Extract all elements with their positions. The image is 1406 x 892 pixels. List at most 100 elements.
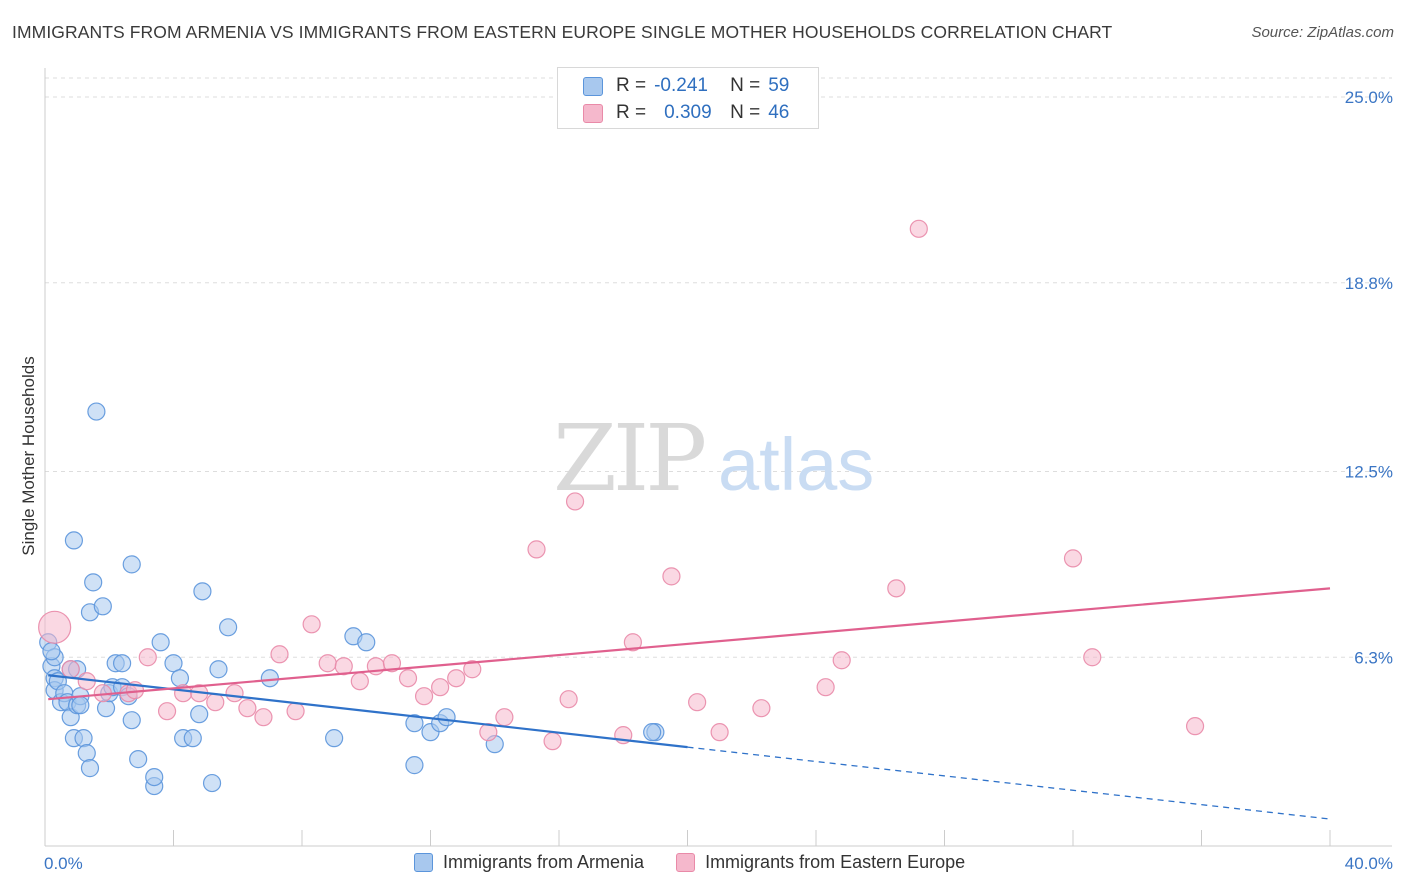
series-legend: Immigrants from Armenia Immigrants from …: [414, 852, 965, 873]
point-armenia: [122, 711, 141, 730]
legend-swatch-eastern-europe: [676, 853, 696, 872]
point-eastern-europe: [431, 678, 450, 697]
point-eastern-europe: [543, 732, 562, 751]
legend-swatch-armenia: [414, 853, 433, 872]
point-eastern-europe: [414, 687, 434, 706]
point-eastern-europe: [1063, 549, 1083, 568]
point-armenia: [129, 750, 148, 769]
point-armenia: [112, 654, 132, 673]
point-eastern-europe: [565, 492, 585, 511]
point-armenia: [151, 633, 170, 652]
point-armenia: [80, 759, 100, 778]
point-armenia: [325, 729, 344, 748]
point-eastern-europe: [832, 651, 851, 670]
point-eastern-europe: [318, 654, 337, 673]
point-eastern-europe: [495, 708, 514, 727]
point-armenia: [193, 582, 212, 601]
point-eastern-europe: [206, 693, 225, 712]
legend-row-eastern-europe: R = 0.309 N = 46: [583, 102, 790, 124]
point-armenia: [405, 756, 424, 775]
point-armenia: [77, 744, 96, 763]
n-value: 46: [768, 102, 790, 123]
point-eastern-europe: [688, 693, 707, 712]
y-axis-label: Single Mother Households: [19, 356, 38, 555]
y-tick-label: 6.3%: [1354, 648, 1393, 667]
point-armenia: [84, 573, 103, 592]
point-eastern-europe: [350, 672, 369, 691]
point-armenia: [202, 773, 222, 793]
trend-line-armenia: [48, 674, 688, 749]
point-eastern-europe: [752, 699, 771, 718]
point-eastern-europe: [254, 708, 273, 727]
n-label: N =: [730, 102, 761, 123]
legend-swatch-armenia: [583, 77, 603, 96]
axes: [44, 68, 1392, 847]
point-armenia: [164, 654, 183, 673]
legend-item-eastern-europe: Immigrants from Eastern Europe: [676, 852, 965, 873]
point-armenia: [122, 555, 141, 574]
point-eastern-europe: [662, 567, 681, 586]
point-armenia: [87, 402, 106, 421]
x-tick-label: 40.0%: [1345, 854, 1393, 873]
legend-label-armenia: Immigrants from Armenia: [443, 852, 645, 872]
point-eastern-europe: [909, 219, 928, 238]
series-armenia-points: [39, 402, 665, 796]
point-armenia: [71, 696, 90, 715]
source-note: Source: ZipAtlas.com: [1251, 24, 1394, 41]
point-eastern-europe: [270, 645, 289, 664]
point-eastern-europe: [447, 669, 466, 688]
legend-swatch-eastern-europe: [583, 104, 603, 123]
legend-item-armenia: Immigrants from Armenia: [414, 852, 644, 873]
tick-labels: 25.0% 18.8% 12.5% 6.3% 0.0% 40.0%: [44, 88, 1393, 873]
point-armenia: [93, 597, 112, 616]
point-eastern-europe: [1083, 648, 1102, 667]
point-armenia: [64, 531, 84, 550]
point-armenia: [42, 642, 61, 661]
r-label: R =: [616, 102, 647, 123]
y-tick-label: 25.0%: [1345, 88, 1393, 107]
x-tick-label: 0.0%: [44, 854, 83, 873]
point-armenia: [145, 767, 164, 787]
point-eastern-europe: [38, 610, 72, 644]
point-eastern-europe: [559, 690, 578, 709]
point-eastern-europe: [398, 669, 418, 688]
r-value: -0.241: [654, 75, 708, 96]
point-armenia: [437, 708, 456, 727]
point-eastern-europe: [302, 615, 321, 634]
point-armenia: [405, 714, 424, 733]
point-armenia: [96, 699, 116, 718]
correlation-legend: R = -0.241 N = 59 R = 0.309 N = 46: [557, 67, 819, 129]
y-tick-label: 18.8%: [1345, 274, 1393, 293]
point-eastern-europe: [61, 660, 80, 679]
legend-label-eastern-europe: Immigrants from Eastern Europe: [705, 852, 966, 872]
point-eastern-europe: [225, 684, 244, 703]
n-label: N =: [730, 75, 761, 96]
point-eastern-europe: [138, 648, 157, 667]
chart-title: IMMIGRANTS FROM ARMENIA VS IMMIGRANTS FR…: [12, 22, 1113, 42]
point-eastern-europe: [238, 699, 257, 718]
point-eastern-europe: [1185, 717, 1205, 736]
point-eastern-europe: [623, 633, 642, 652]
r-label: R =: [616, 75, 647, 96]
point-armenia: [643, 723, 662, 742]
trend-line-armenia-extension: [687, 746, 1331, 820]
point-armenia: [74, 729, 93, 748]
point-armenia: [219, 618, 238, 637]
point-armenia: [190, 705, 209, 724]
series-eastern-europe-points: [38, 219, 1205, 751]
point-eastern-europe: [527, 540, 546, 559]
point-armenia: [260, 669, 279, 688]
watermark: ZIP atlas: [553, 405, 874, 512]
point-armenia: [209, 660, 228, 679]
y-tick-label: 12.5%: [1345, 463, 1393, 482]
point-eastern-europe: [710, 723, 729, 742]
point-armenia: [183, 729, 202, 748]
point-armenia: [170, 669, 190, 688]
point-eastern-europe: [463, 660, 482, 679]
point-eastern-europe: [286, 702, 305, 721]
point-eastern-europe: [816, 678, 835, 697]
point-eastern-europe: [887, 579, 906, 598]
grid-lines: [45, 77, 1392, 658]
point-eastern-europe: [382, 654, 402, 673]
